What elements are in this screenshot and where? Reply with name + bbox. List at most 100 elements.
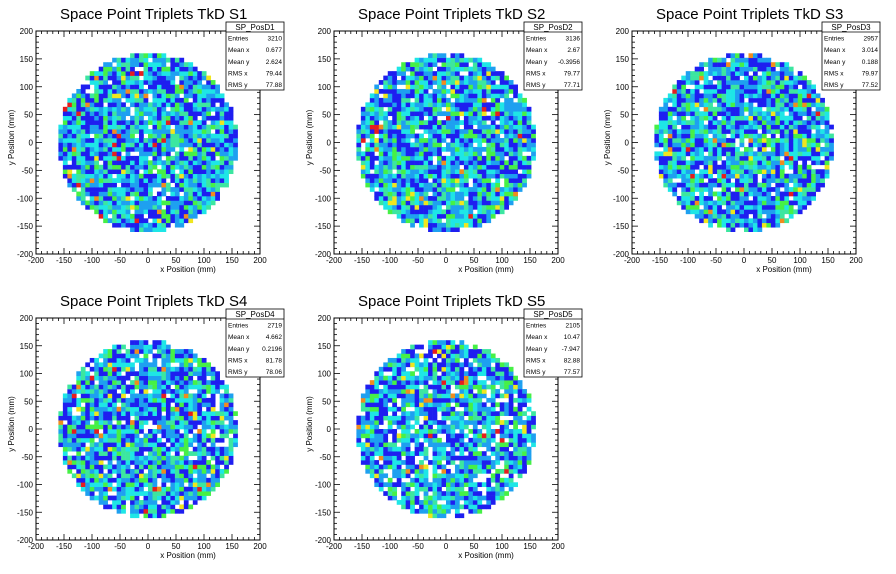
heatmap-bin (94, 402, 100, 408)
heatmap-bin (721, 88, 727, 94)
heatmap-bin (161, 508, 167, 514)
heatmap-bin (481, 196, 487, 201)
heatmap-bin (517, 111, 523, 117)
heatmap-bin (98, 384, 104, 390)
heatmap-bin (788, 178, 794, 183)
heatmap-bin (188, 71, 194, 76)
heatmap-bin (779, 142, 785, 148)
heatmap-bin (383, 178, 389, 183)
heatmap-bin (121, 442, 126, 448)
heatmap-bin (219, 115, 225, 121)
heatmap-bin (80, 366, 86, 372)
heatmap-bin (143, 227, 149, 232)
heatmap-bin (757, 169, 763, 175)
heatmap-bin (112, 75, 117, 81)
heatmap-bin (152, 495, 158, 501)
heatmap-bin (531, 129, 536, 134)
heatmap-bin (441, 66, 447, 72)
heatmap-bin (143, 160, 149, 166)
x-tick-label: 200 (849, 256, 863, 265)
heatmap-bin (80, 138, 86, 143)
heatmap-bin (387, 93, 393, 99)
heatmap-bin (112, 437, 117, 443)
heatmap-bin (667, 93, 673, 99)
heatmap-bin (441, 196, 447, 201)
heatmap-bin (134, 155, 140, 161)
heatmap-bin (658, 129, 664, 134)
heatmap-bin (143, 389, 149, 394)
heatmap-bin (477, 196, 483, 201)
heatmap-bin (134, 411, 140, 416)
heatmap-bin (454, 66, 460, 72)
heatmap-bin (98, 213, 104, 219)
heatmap-bin (766, 178, 772, 183)
heatmap-bin (174, 133, 180, 139)
stats-value: 77.52 (862, 82, 879, 89)
stats-box-frame (821, 21, 881, 91)
heatmap-bin (156, 196, 162, 201)
heatmap-bin (472, 204, 478, 210)
y-tick-label: -50 (617, 166, 629, 175)
heatmap-bin (98, 133, 104, 139)
heatmap-bin (775, 129, 781, 134)
heatmap-bin (735, 66, 740, 72)
heatmap-bin (829, 133, 834, 139)
heatmap-bin (85, 393, 91, 399)
heatmap-bin (161, 344, 167, 350)
heatmap-bin (360, 133, 366, 139)
heatmap-bin (401, 93, 406, 99)
heatmap-bin (94, 191, 100, 197)
heatmap-bin (726, 97, 731, 103)
heatmap-bin (121, 477, 126, 483)
heatmap-bin (419, 160, 424, 166)
heatmap-bin (392, 115, 398, 121)
heatmap-bin (432, 227, 438, 232)
heatmap-bin (663, 155, 669, 161)
heatmap-bin (174, 424, 180, 430)
heatmap-bin (744, 66, 749, 72)
heatmap-bin (161, 93, 167, 99)
heatmap-bin (472, 187, 478, 192)
heatmap-bin (419, 142, 424, 148)
heatmap-bin (526, 160, 532, 166)
heatmap-bin (89, 111, 95, 117)
heatmap-bin (685, 178, 691, 183)
heatmap-bin (161, 442, 167, 448)
heatmap-bin (712, 93, 718, 99)
heatmap-bin (170, 93, 176, 99)
heatmap-bin (134, 375, 140, 381)
heatmap-bin (174, 460, 180, 465)
heatmap-bin (71, 115, 77, 121)
heatmap-bin (504, 191, 510, 197)
heatmap-bin (499, 160, 505, 166)
heatmap-bin (690, 129, 696, 134)
heatmap-bin (405, 84, 411, 90)
heatmap-bin (201, 75, 207, 81)
heatmap-bin (139, 451, 144, 456)
heatmap-bin (490, 97, 496, 103)
heatmap-bin (779, 115, 785, 121)
heatmap-bin (365, 124, 371, 130)
heatmap-bin (495, 209, 501, 215)
heatmap-bin (495, 129, 501, 134)
heatmap-bin (441, 53, 447, 59)
heatmap-bin (770, 71, 776, 76)
heatmap-bin (85, 451, 91, 456)
heatmap-bin (495, 187, 501, 192)
heatmap-bin (156, 442, 162, 448)
heatmap-bin (446, 102, 451, 108)
heatmap-bin (183, 88, 189, 94)
heatmap-bin (721, 218, 727, 224)
heatmap-bin (730, 71, 736, 76)
heatmap-bin (165, 424, 171, 430)
heatmap-bin (396, 178, 402, 183)
heatmap-bin (165, 133, 171, 139)
heatmap-bin (432, 115, 438, 121)
heatmap-bin (428, 218, 433, 224)
heatmap-bin (387, 106, 393, 112)
heatmap-bin (103, 151, 108, 157)
heatmap-bin (67, 384, 73, 390)
heatmap-bin (459, 66, 465, 72)
heatmap-bin (685, 173, 691, 179)
heatmap-bin (463, 138, 469, 143)
